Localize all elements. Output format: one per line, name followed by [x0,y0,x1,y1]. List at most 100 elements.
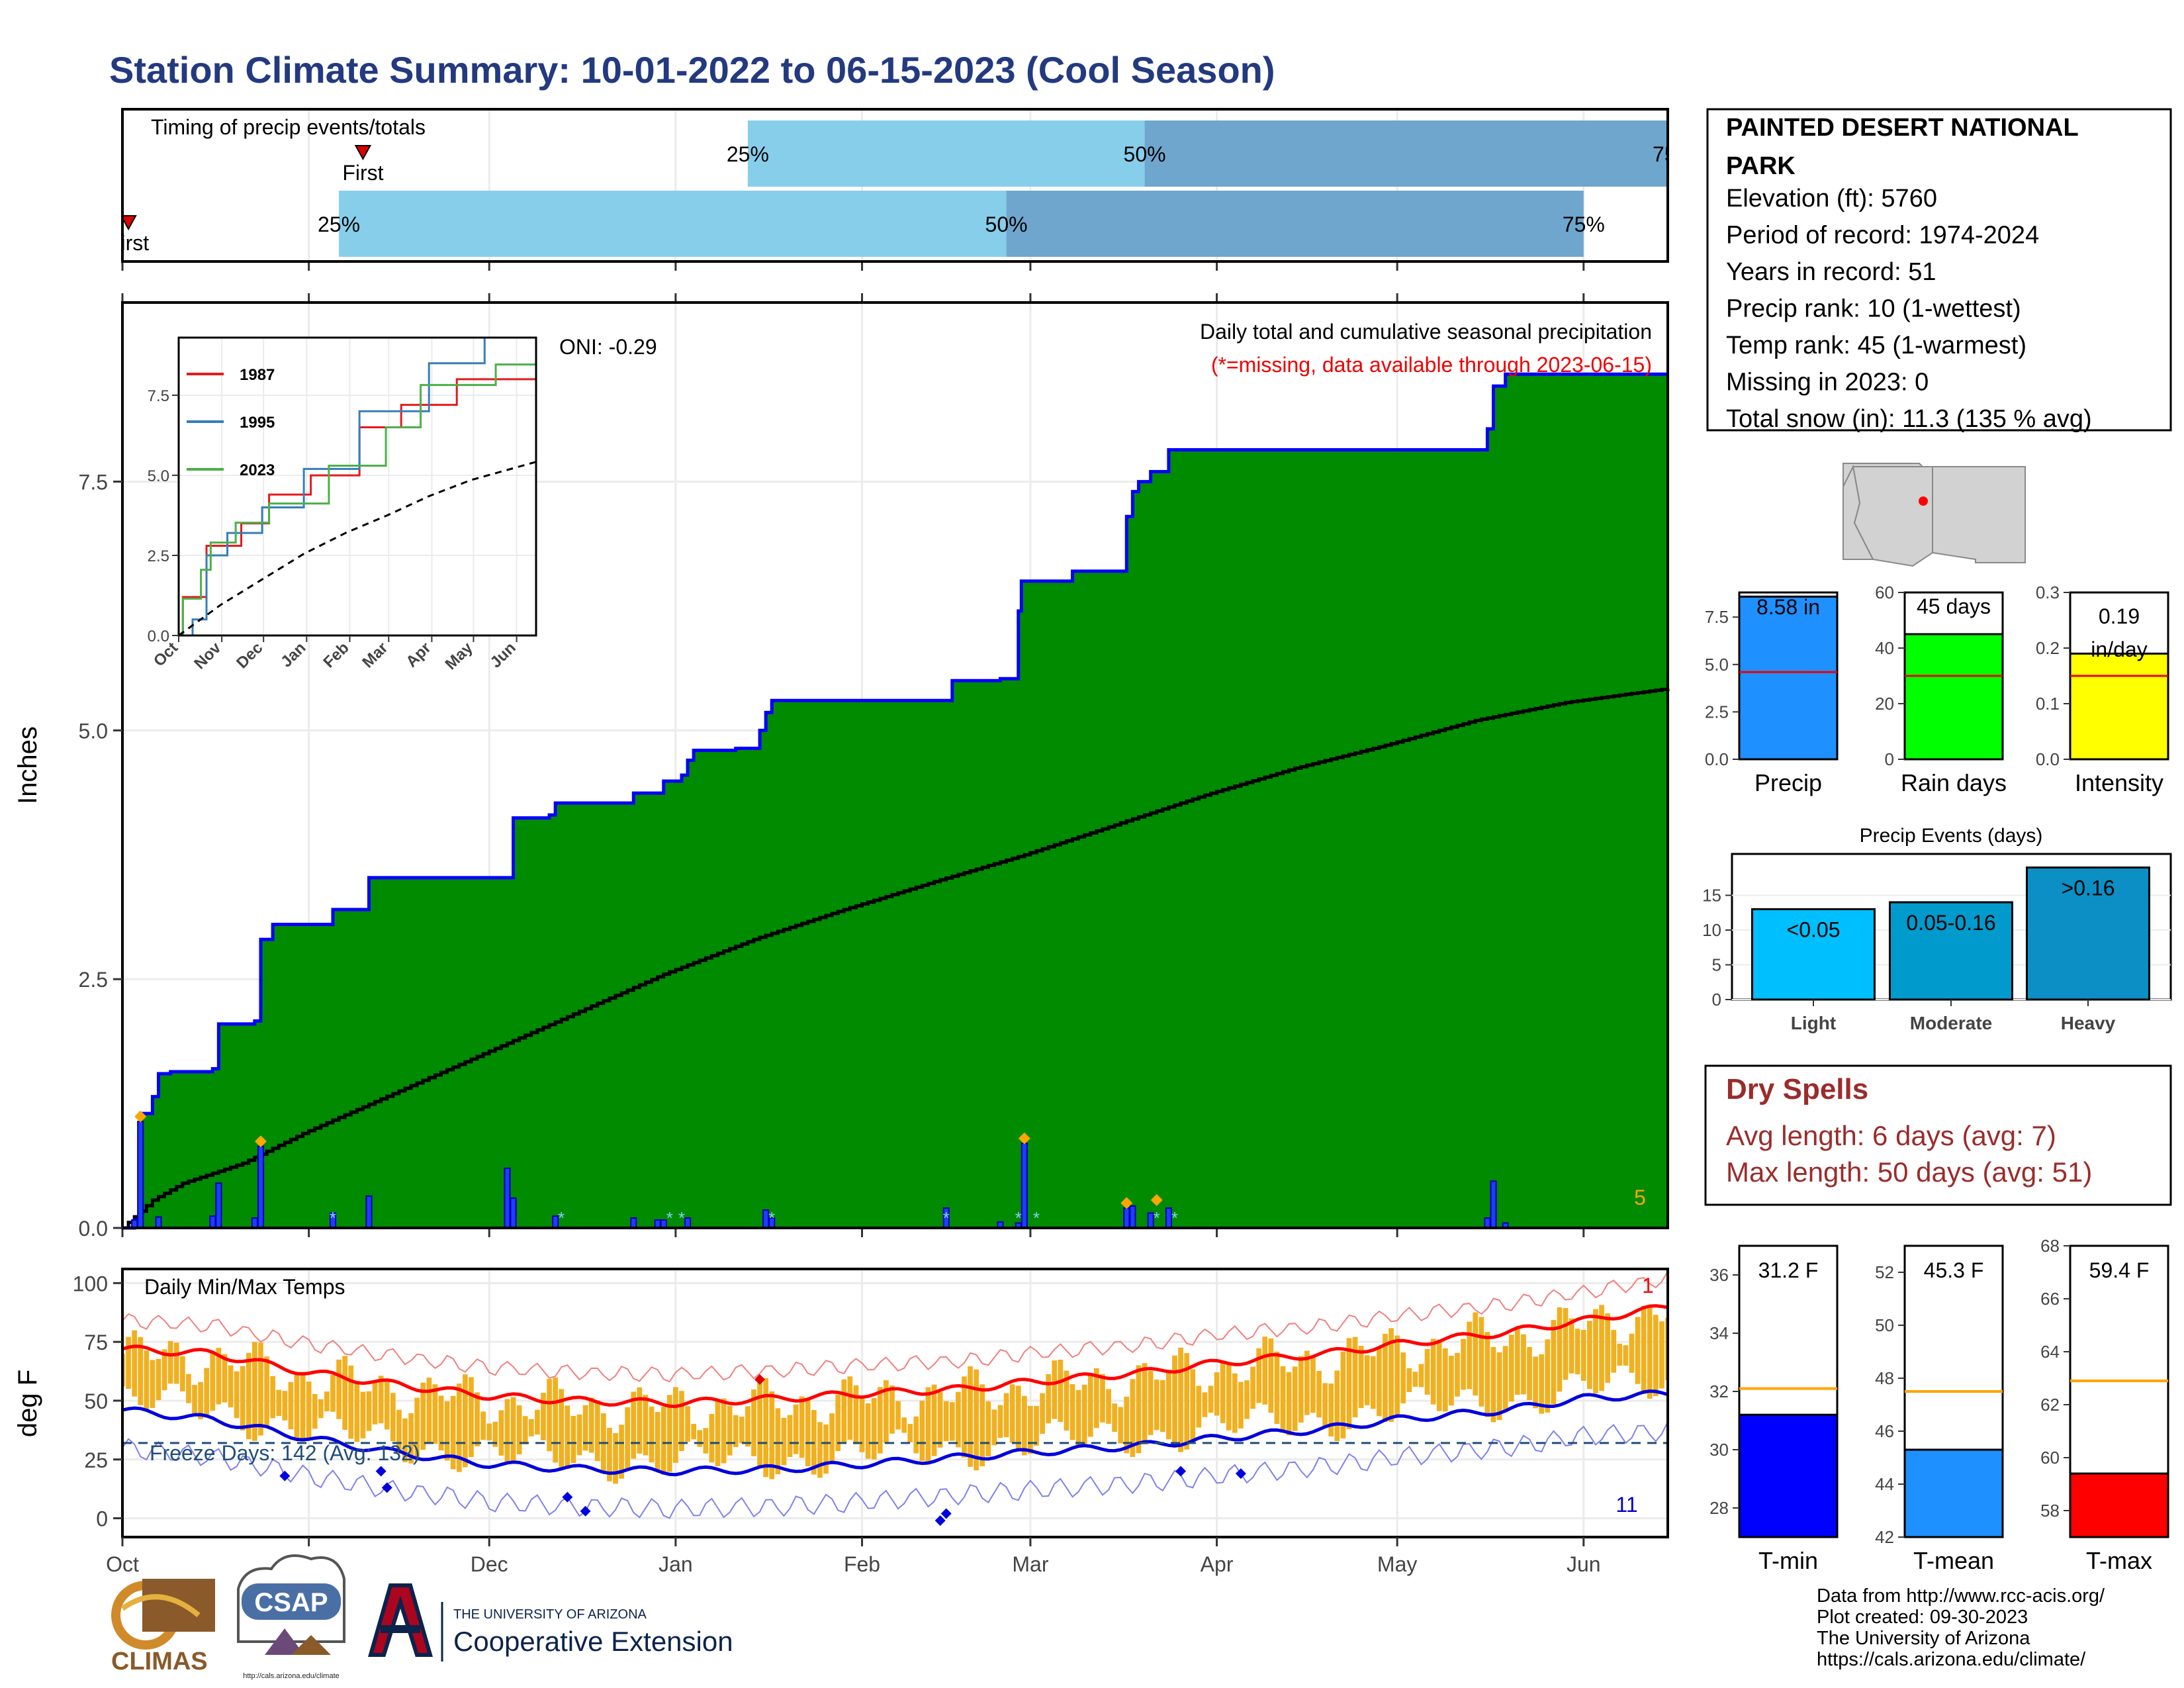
temp-daily-bar [649,1406,655,1463]
daily-precip-bar [504,1167,511,1229]
temp-summary-bars: 28 30 32 34 36 31.2 F T-min 42 44 46 48 50 52 45.3 F T… [1709,1236,2169,1574]
inset-legend-label: 1995 [240,414,275,432]
oni-label: ONI: -0.29 [559,335,657,359]
temp-daily-bar [884,1380,889,1444]
temp-daily-bar [697,1430,703,1447]
temp-daily-bar [1316,1370,1322,1418]
daily-precip-bar [510,1197,517,1229]
station-line: Total snow (in): 11.3 (135 % avg) [1726,405,2092,433]
station-line: Elevation (ft): 5760 [1726,185,1937,212]
station-name-line-2: PARK [1726,152,1796,180]
temp-bar-tick-label: 48 [1875,1368,1894,1388]
temp-daily-bar [1430,1338,1436,1405]
temp-x-tick-label: Feb [844,1552,880,1576]
precip-events-category: Light [1791,1013,1836,1033]
summary-bar-value [1903,633,2004,761]
temp-daily-bar [132,1330,138,1397]
temp-daily-bar [1400,1352,1406,1404]
temp-daily-bar [264,1356,269,1427]
temp-frame [121,1268,1669,1538]
temp-daily-bar [871,1397,877,1460]
daily-precip-bar [762,1209,770,1229]
inset-series-2023 [179,360,536,635]
temp-daily-bar [1112,1403,1117,1432]
event-marker [254,1135,267,1148]
temp-daily-bar [222,1354,228,1403]
temp-daily-bar [204,1368,210,1418]
temp-daily-bar [270,1376,276,1419]
temp-daily-bar [673,1387,678,1463]
temp-daily-bar [619,1425,624,1479]
station-location-dot [1919,496,1928,506]
temp-daily-bar [1599,1305,1604,1391]
summary-bar-label: Intensity [2075,769,2163,796]
events-tick-label: 15 [1702,886,1721,906]
temp-daily-bar [1412,1372,1418,1387]
temp-bar-value [2069,1472,2169,1538]
temp-daily-bar [1046,1374,1052,1424]
temp-daily-bar [360,1391,366,1438]
timing-q50-q75-bar [1006,191,1584,257]
temp-daily-bar [475,1392,480,1446]
temp-daily-bar [895,1401,901,1430]
inset-frame [177,336,537,637]
inset-background [179,338,536,635]
temp-daily-bar [1334,1370,1340,1442]
record-low-marker [381,1482,392,1493]
temp-daily-bar [1142,1363,1148,1445]
temp-daily-bar [161,1349,167,1391]
inset-legend-label: 2023 [240,461,275,479]
temp-daily-bar [745,1406,751,1447]
station-name: PAINTED DESERT NATIONAL PARK [1726,114,2085,180]
temp-daily-bar [1467,1321,1473,1389]
temp-daily-bar [553,1377,559,1463]
temp-daily-bar [246,1352,251,1440]
temp-daily-bar [252,1342,257,1441]
temp-daily-bar [522,1416,528,1444]
temp-daily-bar [1340,1351,1346,1439]
timing-panel: Avg25%50%75%FirstLast202325%50%75%FirstL… [121,108,1669,303]
summary-bar-tick-label: 40 [1875,638,1894,658]
temp-daily-bar [432,1384,438,1444]
temp-daily-bar [974,1369,979,1471]
csap-mountain-2 [291,1635,331,1655]
temp-daily-bar [186,1374,191,1403]
temp-daily-bar [949,1402,955,1441]
temp-bar-label: T-max [2086,1547,2152,1574]
temp-daily-bar [1521,1334,1526,1395]
climas-text: CLIMAS [111,1648,208,1675]
temp-daily-bar [378,1376,384,1424]
temp-daily-bar [1539,1354,1545,1414]
precip-events-chart: 0 5 10 15 <0.05 Light 0.05-0.16 Moderate >0.16 He… [1702,853,2172,1033]
precip-events-title: Precip Events (days) [1860,825,2043,847]
temp-daily-bar [294,1372,300,1438]
missing-marker: * [678,1208,685,1228]
temp-daily-bar [1352,1336,1358,1418]
ua-top-text: THE UNIVERSITY OF ARIZONA [453,1607,647,1622]
timing-q25-q50-bar [339,191,1007,257]
station-line: Missing in 2023: 0 [1726,369,1929,397]
credit-line: Data from http://www.rcc-acis.org/ [1817,1585,2105,1607]
station-line: Years in record: 51 [1726,258,1936,286]
temp-daily-bar [1394,1335,1400,1415]
daily-precip-bar [365,1195,373,1229]
temp-daily-bar [793,1404,799,1454]
temp-daily-bar [1214,1372,1220,1416]
missing-marker: * [768,1208,775,1228]
temp-daily-bar [1268,1338,1274,1413]
temp-bar-tick-label: 66 [2040,1289,2060,1309]
summary-bar-value-label: 0.19 [2099,604,2140,628]
temp-daily-bar [853,1385,859,1444]
temp-daily-bar [1377,1346,1382,1417]
temp-daily-bar [144,1350,150,1410]
dry-spells-panel: Dry Spells Avg length: 6 days (avg: 7) M… [1704,1064,2172,1206]
timing-p50-label: 50% [1124,142,1166,166]
map-new-mexico [1932,466,2026,563]
temp-daily-bar [919,1400,925,1461]
temp-daily-bar [179,1356,185,1391]
temp-daily-bar [751,1389,756,1456]
temp-daily-bar [173,1342,179,1384]
temp-daily-bar [907,1424,913,1442]
temp-daily-bar [324,1391,330,1412]
